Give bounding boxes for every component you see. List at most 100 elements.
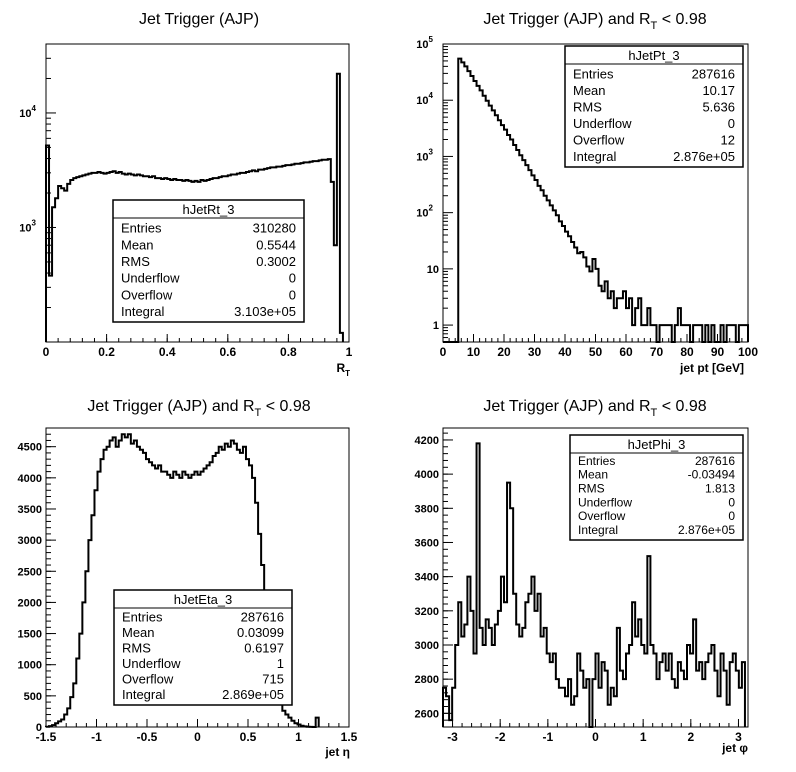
stats-label: Underflow	[122, 656, 181, 671]
chart-title-suffix: < 0.98	[657, 11, 706, 28]
x-tick-label: 0.6	[219, 345, 236, 359]
stats-value: 715	[262, 672, 284, 687]
histogram-panel-eta: Jet Trigger (AJP) and RT < 0.98 -1.5 -1 -0.…	[18, 398, 358, 759]
chart-title: Jet Trigger (AJP) and RT < 0.98	[87, 398, 310, 419]
x-axis-label: jet φ	[721, 741, 748, 755]
chart-title-main: Jet Trigger (AJP) and R	[483, 11, 650, 28]
stats-label: Overflow	[578, 509, 626, 523]
chart-title-suffix: < 0.98	[261, 398, 310, 415]
stats-value: 10.17	[702, 83, 735, 98]
y-tick-label: 3600	[415, 537, 439, 549]
stats-label: Underflow	[121, 271, 180, 286]
y-tick-label: 500	[24, 691, 42, 703]
chart-title: Jet Trigger (AJP) and RT < 0.98	[483, 11, 706, 32]
chart-title: Jet Trigger (AJP) and RT < 0.98	[483, 398, 706, 419]
stats-label: Mean	[578, 468, 608, 482]
histogram-panel-rt: Jet Trigger (AJP) 0 0.2 0.4 0.6 0.8 1 103 104 RT h…	[19, 11, 352, 378]
y-tick-label: 104	[416, 91, 433, 107]
x-tick-label: -1	[543, 730, 554, 744]
stats-value: 0.6197	[244, 641, 284, 656]
x-axis-label: jet η	[324, 745, 350, 759]
x-tick-label: -3	[447, 730, 458, 744]
stats-value: 0.3002	[256, 254, 296, 269]
stats-box: hJetEta_3 Entries 287616 Mean 0.03099 RMS 0.61…	[113, 589, 293, 706]
y-tick-label: 10	[427, 264, 439, 276]
stats-label: Mean	[122, 625, 155, 640]
stats-value: 2.869e+05	[222, 687, 284, 702]
chart-title-main: Jet Trigger (AJP) and R	[483, 398, 650, 415]
chart-title-subscript: T	[255, 407, 262, 419]
x-tick-label: 30	[528, 345, 542, 359]
stats-value: 1.813	[705, 482, 735, 496]
stats-value: 0.03099	[237, 625, 284, 640]
stats-label: Entries	[578, 454, 615, 468]
chart-title: Jet Trigger (AJP)	[139, 11, 259, 28]
y-tick-label: 2800	[415, 674, 439, 686]
y-tick-label: 2500	[18, 566, 42, 578]
y-tick-label: 4500	[18, 442, 42, 454]
x-tick-label: 0.4	[159, 345, 176, 359]
x-tick-label: 0.8	[280, 345, 297, 359]
stats-box-name: hJetPhi_3	[628, 437, 686, 452]
stats-value: 2.876e+05	[673, 149, 735, 164]
y-tick-label: 2600	[415, 708, 439, 720]
stats-box-name: hJetEta_3	[174, 592, 233, 607]
stats-value: 5.636	[702, 100, 735, 115]
histogram-panel-phi: Jet Trigger (AJP) and RT < 0.98 -3 -2 -1 0 1 2…	[415, 398, 749, 755]
x-axis-label: RT	[336, 361, 350, 378]
x-tick-label: 0	[194, 730, 201, 744]
y-tick-label: 3400	[415, 572, 439, 584]
stats-value: 0.5544	[256, 237, 296, 252]
y-tick-label: 3000	[415, 640, 439, 652]
y-tick-label: 4200	[415, 435, 439, 447]
y-tick-label: 0	[36, 722, 42, 734]
stats-value: 310280	[253, 221, 296, 236]
stats-value: 2.876e+05	[678, 523, 735, 537]
stats-label: RMS	[578, 482, 605, 496]
x-tick-label: 0.5	[240, 730, 257, 744]
x-tick-label: -2	[495, 730, 506, 744]
chart-title-suffix: < 0.98	[657, 398, 706, 415]
y-tick-label: 1	[433, 320, 439, 332]
stats-value: 287616	[241, 610, 284, 625]
x-tick-label: 10	[467, 345, 481, 359]
histogram-line	[442, 442, 746, 728]
stats-label: Integral	[121, 304, 164, 319]
y-tick-label: 105	[416, 35, 433, 51]
stats-box-name: hJetPt_3	[628, 48, 679, 63]
stats-value: 3.103e+05	[234, 304, 296, 319]
stats-value: 287616	[695, 454, 735, 468]
stats-label: Mean	[121, 237, 154, 252]
x-tick-label: -1.5	[36, 730, 57, 744]
y-tick-label: 1000	[18, 660, 42, 672]
stats-value: 12	[721, 133, 735, 148]
x-tick-label: 1	[640, 730, 647, 744]
x-axis-label: jet pt [GeV]	[679, 361, 744, 375]
stats-box: hJetPhi_3 Entries 287616 Mean -0.03494 RMS 1.8…	[569, 434, 744, 541]
x-tick-label: 1.5	[341, 730, 358, 744]
x-tick-label: -0.5	[137, 730, 158, 744]
y-tick-label: 3800	[415, 503, 439, 515]
chart-title-main: Jet Trigger (AJP) and R	[87, 398, 254, 415]
x-tick-label: 100	[738, 345, 758, 359]
stats-label: Entries	[121, 221, 162, 236]
y-tick-label: 3500	[18, 504, 42, 516]
stats-box-name: hJetRt_3	[182, 202, 234, 217]
x-tick-label: 70	[650, 345, 664, 359]
x-tick-label: 0	[592, 730, 599, 744]
x-tick-label: 0.2	[98, 345, 115, 359]
stats-value: -0.03494	[688, 468, 736, 482]
y-tick-label: 103	[19, 218, 36, 234]
stats-label: Mean	[573, 83, 606, 98]
x-tick-label: 20	[497, 345, 511, 359]
stats-box: hJetPt_3 Entries 287616 Mean 10.17 RMS 5.636 Un…	[564, 45, 744, 168]
y-tick-label: 4000	[18, 473, 42, 485]
y-tick-label: 2000	[18, 597, 42, 609]
stats-value: 0	[728, 509, 735, 523]
stats-label: Entries	[122, 610, 163, 625]
x-tick-label: 2	[687, 730, 694, 744]
histogram-panel-pt: Jet Trigger (AJP) and RT < 0.980 10 20 30 40…	[416, 11, 758, 375]
y-tick-label: 3200	[415, 606, 439, 618]
stats-label: Overflow	[121, 287, 173, 302]
